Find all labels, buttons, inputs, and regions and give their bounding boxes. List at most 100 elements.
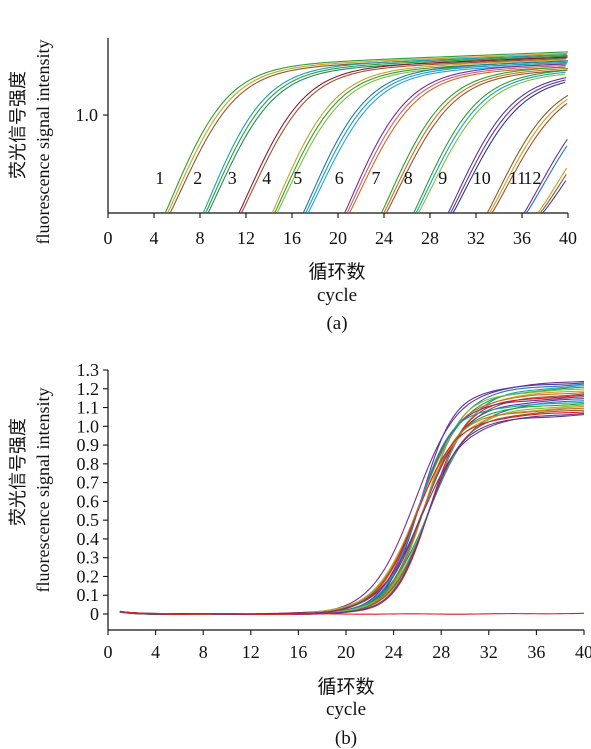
panel-b-amplification-curve bbox=[119, 414, 585, 615]
panel-b-y-tick-label: 0 bbox=[90, 604, 99, 624]
panel-a-ylabel-en: fluorescence signal intensity bbox=[33, 40, 53, 245]
panel-a-curve-6 bbox=[349, 66, 566, 213]
panel-a-curve-9 bbox=[447, 77, 567, 213]
panel-a-curve-10 bbox=[489, 98, 568, 213]
panel-b-x-tick-label: 16 bbox=[289, 642, 307, 662]
panel-b-label: (b) bbox=[335, 728, 357, 749]
panel-b-y-tick-label: 1.2 bbox=[77, 379, 100, 399]
panel-a-curve-10 bbox=[486, 94, 569, 213]
panel-a-curve-1 bbox=[164, 51, 568, 213]
panel-b-x-tick-label: 20 bbox=[337, 642, 355, 662]
panel-b-amplification-curve bbox=[119, 396, 585, 615]
panel-a-curve-8 bbox=[415, 71, 566, 213]
panel-a-curve-12 bbox=[539, 174, 567, 214]
panel-a-curve-12 bbox=[542, 180, 567, 214]
panel-b-ylabel-en: fluorescence signal intensity bbox=[33, 388, 53, 593]
panel-b-amplification-curve bbox=[119, 400, 585, 615]
panel-b-amplification-curve bbox=[119, 383, 585, 615]
panel-a-curve-label: 5 bbox=[293, 168, 302, 188]
panel-a-x-tick-label: 32 bbox=[467, 228, 485, 248]
panel-a-ylabel-zh: 荧光信号强度 bbox=[8, 71, 28, 179]
panel-b-y-tick-label: 0.4 bbox=[77, 529, 100, 549]
panel-b-amplification-curve bbox=[119, 392, 585, 615]
panel-a-label: (a) bbox=[326, 313, 347, 334]
panel-b-ylabel-zh: 荧光信号强度 bbox=[8, 418, 28, 526]
panel-a-x-tick-label: 24 bbox=[375, 228, 393, 248]
panel-a-curve-6 bbox=[344, 63, 567, 213]
panel-a-curve-label: 11 bbox=[509, 168, 526, 188]
panel-b-amplification-curve bbox=[119, 407, 585, 615]
panel-a-y-ticks: 1.0 bbox=[76, 105, 108, 125]
panel-a-curve-label: 2 bbox=[193, 168, 202, 188]
panel-b-y-tick-label: 0.3 bbox=[77, 548, 100, 568]
panel-a-curve-8 bbox=[418, 73, 566, 213]
panel-a-curve-10 bbox=[491, 103, 568, 213]
panel-a-curve-5 bbox=[305, 61, 568, 213]
panel-b-y-tick-label: 0.5 bbox=[77, 510, 100, 530]
panel-a-x-ticks: 0 4 8 12 16 20 24 28 32 36 40 bbox=[104, 213, 577, 248]
panel-a-curve-label: 6 bbox=[335, 168, 344, 188]
panel-a-curve-label: 1 bbox=[155, 168, 164, 188]
panel-a-curve-7 bbox=[381, 66, 566, 213]
panel-a-curve-label: 4 bbox=[262, 168, 271, 188]
panel-a-curve-4 bbox=[274, 60, 569, 213]
panel-a-curve-2 bbox=[202, 54, 566, 213]
panel-b-amplification-curve bbox=[119, 382, 585, 615]
panel-a-curve-8 bbox=[413, 69, 567, 213]
panel-a-curve-label: 3 bbox=[228, 168, 237, 188]
panel-a-curve-label: 8 bbox=[404, 168, 413, 188]
panel-b-amplification-curve bbox=[119, 403, 585, 615]
panel-a-curve-3 bbox=[240, 58, 567, 213]
panel-b-x-tick-label: 8 bbox=[199, 642, 208, 662]
panel-b-amplification-curve bbox=[119, 411, 585, 615]
panel-b-y-tick-label: 0.9 bbox=[77, 435, 100, 455]
panel-a-curve-4 bbox=[271, 59, 566, 213]
panel-a-x-tick-label: 28 bbox=[421, 228, 439, 248]
panel-a-curve-2 bbox=[205, 55, 569, 213]
panel-a-curve-5 bbox=[302, 60, 568, 213]
panel-a-curve-label: 7 bbox=[372, 168, 381, 188]
panel-b-amplification-curve bbox=[119, 409, 585, 615]
panel-a-curve-1 bbox=[167, 52, 568, 213]
panel-b-baseline-curve bbox=[119, 611, 585, 615]
panel-b-y-ticks: 00.10.20.30.40.50.60.70.80.91.01.11.21.3 bbox=[77, 360, 108, 624]
panel-b-x-tick-label: 4 bbox=[151, 642, 160, 662]
panel-a-x-tick-label: 8 bbox=[196, 228, 205, 248]
panel-b-xlabel-en: cycle bbox=[326, 699, 366, 720]
panel-b-amplification-curve bbox=[119, 412, 585, 615]
panel-b-curves bbox=[119, 380, 585, 615]
panel-a-x-tick-label: 4 bbox=[150, 228, 159, 248]
panel-b-xlabel-zh: 循环数 bbox=[317, 676, 374, 698]
panel-a-curve-7 bbox=[383, 67, 569, 213]
panel-a-xlabel-zh: 循环数 bbox=[308, 261, 365, 283]
panel-b-amplification-curve bbox=[119, 393, 585, 615]
panel-b-amplification-curve bbox=[119, 398, 585, 615]
panel-b-x-tick-label: 0 bbox=[104, 642, 113, 662]
panel-a-curve-9 bbox=[450, 79, 566, 213]
panel-a-chart: 0 4 8 12 16 20 24 28 32 36 40 1.0 1 2 3 4 5 6 7 8 9 10 1112 … bbox=[8, 38, 577, 334]
panel-a-curve-label: 10 bbox=[473, 168, 491, 188]
panel-a-curve-11 bbox=[526, 145, 568, 214]
panel-a-curve-label: 9 bbox=[438, 168, 447, 188]
panel-a-curve-12 bbox=[537, 167, 568, 214]
panel-b-y-tick-label: 1.0 bbox=[77, 416, 100, 436]
panel-a-y-tick-label: 1.0 bbox=[76, 105, 99, 125]
panel-a-curve-11 bbox=[523, 138, 568, 213]
panel-b-y-tick-label: 0.2 bbox=[77, 566, 100, 586]
panel-b-x-tick-label: 12 bbox=[242, 642, 260, 662]
panel-a-x-tick-label: 40 bbox=[559, 228, 577, 248]
panel-b-amplification-curve bbox=[119, 401, 585, 615]
panel-a-x-tick-label: 20 bbox=[329, 228, 347, 248]
panel-a-curve-9 bbox=[452, 81, 566, 213]
panel-b-x-ticks: 0 4 8 12 16 20 24 28 32 36 40 bbox=[104, 630, 591, 662]
panel-a-curve-3 bbox=[238, 56, 567, 213]
panel-b-amplification-curve bbox=[119, 386, 585, 615]
panel-b-x-tick-label: 24 bbox=[385, 642, 403, 662]
panel-a-xlabel-en: cycle bbox=[317, 285, 357, 306]
panel-b-y-tick-label: 0.6 bbox=[77, 491, 100, 511]
panel-b-x-tick-label: 36 bbox=[527, 642, 545, 662]
panel-a-curve-2 bbox=[207, 56, 568, 213]
panel-a-curve-1 bbox=[169, 54, 567, 213]
